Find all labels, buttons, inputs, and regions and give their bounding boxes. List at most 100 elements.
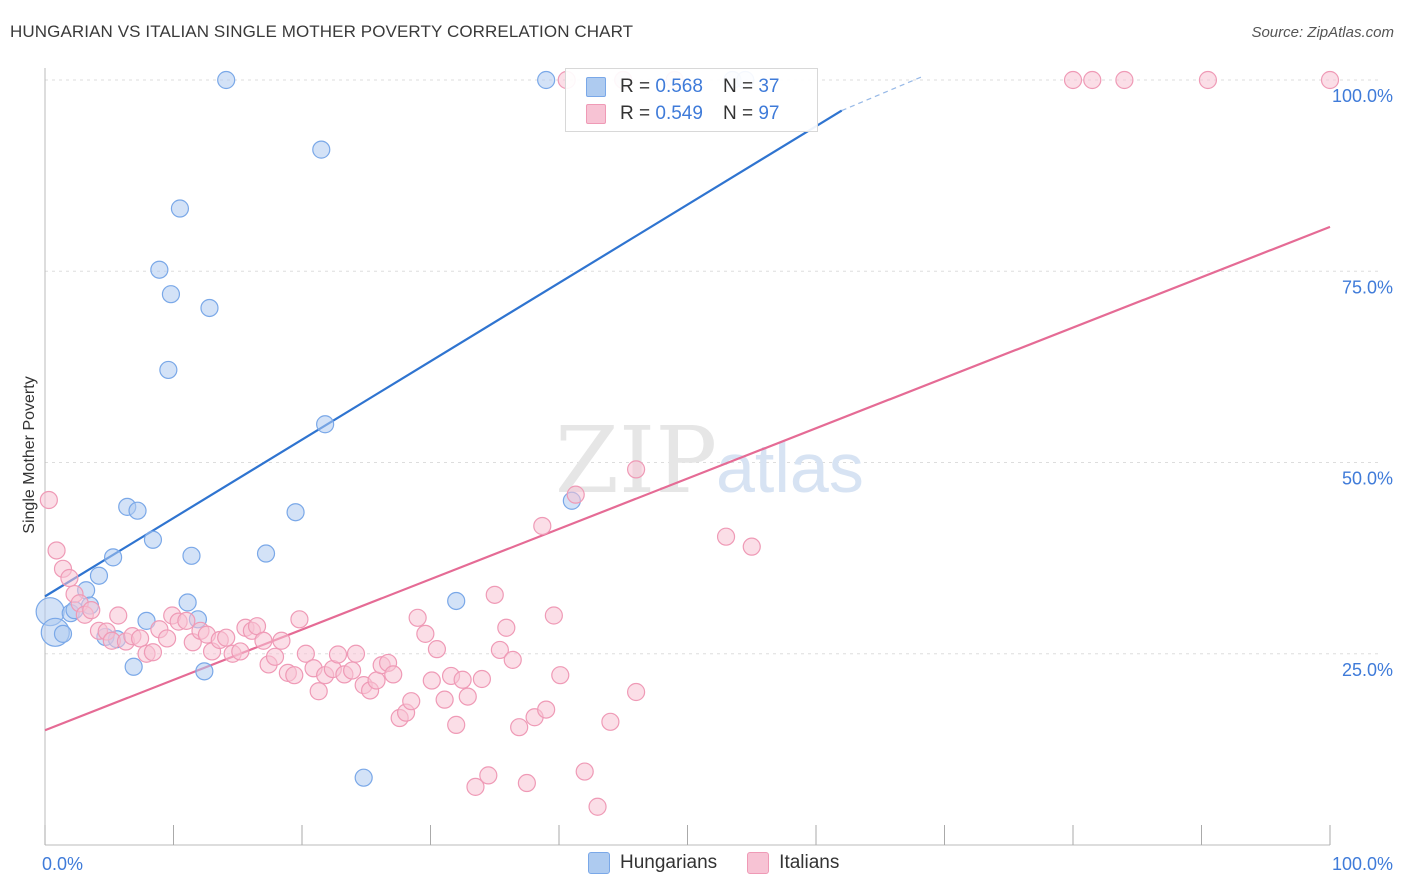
tick-labels: 25.0% 50.0% 75.0% 100.0% 0.0% 100.0% <box>42 86 1393 874</box>
hungarian-trend-extension <box>841 76 922 112</box>
italian-point <box>588 797 607 816</box>
italian-point <box>143 643 163 662</box>
italian-point <box>285 666 304 685</box>
italian-point <box>479 766 498 785</box>
n-label: N = <box>722 76 754 97</box>
hungarian-point <box>217 70 236 90</box>
italian-point <box>537 700 556 719</box>
hungarian-point <box>286 503 305 522</box>
italian-point <box>453 670 472 689</box>
r-value-italians: 0.549 <box>655 103 703 124</box>
italians-legend-swatch <box>747 852 770 874</box>
italian-point <box>742 537 761 556</box>
italian-point <box>422 671 441 690</box>
italian-point <box>408 608 427 627</box>
hungarian-point <box>159 360 178 380</box>
source-credit: Source: ZipAtlas.com <box>1251 24 1394 41</box>
hungarian-point <box>312 140 331 159</box>
italian-point <box>551 666 570 685</box>
italian-point <box>157 629 177 648</box>
legend-label-italians: Italians <box>779 852 840 873</box>
hungarian-point <box>161 285 181 304</box>
italian-point <box>346 644 366 663</box>
italian-point <box>626 460 646 479</box>
italian-point <box>60 568 79 588</box>
hungarian-point <box>137 611 156 630</box>
italian-point <box>1320 70 1340 90</box>
x-tick-label: 0.0% <box>42 854 83 874</box>
hungarian-point <box>256 544 276 563</box>
italian-point <box>402 692 421 711</box>
italian-point <box>367 671 386 690</box>
italian-point <box>626 682 646 702</box>
chart-title: HUNGARIAN VS ITALIAN SINGLE MOTHER POVER… <box>10 22 634 41</box>
r-value-hungarians: 0.568 <box>655 76 703 97</box>
legend-item-italians[interactable]: Italians <box>747 852 839 874</box>
hungarian-point <box>316 415 335 434</box>
hungarian-trend-line <box>44 109 843 598</box>
italian-point <box>601 712 620 731</box>
italian-point <box>466 777 485 796</box>
legend-item-hungarians[interactable]: Hungarians <box>588 852 717 874</box>
italian-point <box>503 650 522 669</box>
hungarian-point <box>89 566 109 585</box>
hungarian-point <box>447 591 466 611</box>
hungarian-point <box>143 530 163 549</box>
italian-point <box>296 644 315 663</box>
stats-legend-row-italians: R = 0.549 N = 97 <box>586 102 779 126</box>
italian-point <box>231 642 250 661</box>
n-value-italians: 97 <box>758 103 780 124</box>
n-value-hungarians: 37 <box>758 76 780 97</box>
italian-point <box>328 645 348 664</box>
hungarian-point <box>178 593 197 612</box>
r-label: R = <box>620 103 651 124</box>
italian-point <box>265 647 285 666</box>
italian-point <box>272 631 291 650</box>
italian-point <box>517 773 536 793</box>
italian-point <box>1083 70 1102 90</box>
italian-point <box>254 631 273 650</box>
legend-label-hungarians: Hungarians <box>620 852 718 873</box>
italian-point <box>130 629 150 648</box>
stats-legend: R = 0.568 N = 37 R = 0.549 N = 97 <box>565 68 818 132</box>
italian-point <box>416 624 435 643</box>
italian-point <box>1198 70 1218 90</box>
italian-point <box>472 669 491 689</box>
y-tick-label: 25.0% <box>1342 660 1393 680</box>
italian-point <box>39 490 58 510</box>
italian-point <box>82 601 101 620</box>
grid-lines <box>45 79 1380 655</box>
italian-point <box>384 665 403 684</box>
watermark-atlas: atlas <box>716 429 864 507</box>
italian-point <box>1115 70 1134 90</box>
italian-point <box>490 640 509 660</box>
hungarian-point <box>150 260 169 279</box>
hungarian-point <box>537 70 556 90</box>
data-points <box>35 70 1340 816</box>
hungarian-point <box>124 657 143 676</box>
italian-point <box>716 527 736 546</box>
r-label: R = <box>620 76 651 97</box>
italian-point <box>177 611 196 630</box>
italians-swatch <box>586 104 606 124</box>
italian-point <box>427 640 447 659</box>
hungarians-legend-swatch <box>588 852 610 874</box>
italian-point <box>217 628 236 647</box>
italian-point <box>485 585 504 604</box>
y-tick-label: 75.0% <box>1342 277 1393 297</box>
italian-point <box>343 661 362 680</box>
hungarian-point <box>200 298 219 318</box>
italian-point <box>290 610 309 629</box>
italian-point <box>544 606 563 625</box>
italian-point <box>309 682 328 701</box>
hungarian-point <box>182 546 201 565</box>
hungarian-point <box>195 662 214 681</box>
watermark: ZIP atlas <box>555 407 864 514</box>
italian-point <box>47 541 66 560</box>
italian-point <box>510 718 529 737</box>
series-legend: Hungarians Italians <box>588 852 869 874</box>
hungarian-point <box>170 199 190 218</box>
stats-legend-row-hungarians: R = 0.568 N = 37 <box>586 75 779 99</box>
hungarians-swatch <box>586 77 606 97</box>
